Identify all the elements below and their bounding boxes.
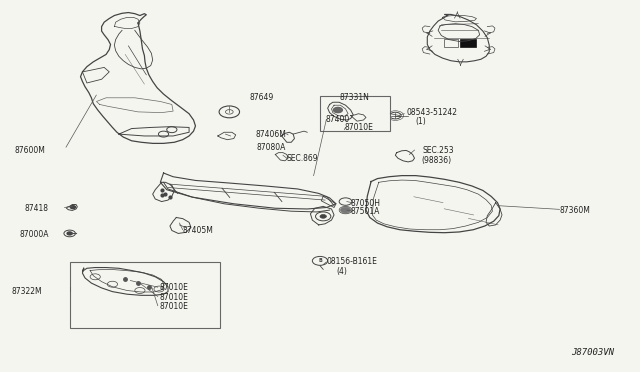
- Text: 87649: 87649: [250, 93, 274, 102]
- Text: 87010E: 87010E: [159, 283, 188, 292]
- Text: (4): (4): [336, 267, 347, 276]
- Text: (1): (1): [416, 118, 426, 126]
- Circle shape: [70, 206, 76, 209]
- Text: 87600M: 87600M: [15, 146, 45, 155]
- Bar: [444, 39, 458, 47]
- Text: 87501A: 87501A: [351, 208, 380, 217]
- Bar: [70, 262, 220, 328]
- Text: SEC.253: SEC.253: [422, 146, 454, 155]
- Text: 08543-51242: 08543-51242: [406, 108, 457, 117]
- Text: 87010E: 87010E: [344, 123, 373, 132]
- Text: 87010E: 87010E: [159, 302, 188, 311]
- Text: 87418: 87418: [24, 204, 49, 213]
- Bar: [320, 96, 390, 131]
- Text: 87405M: 87405M: [182, 226, 214, 235]
- Text: SEC.869: SEC.869: [287, 154, 319, 163]
- Text: (98836): (98836): [421, 155, 451, 164]
- Circle shape: [67, 232, 72, 235]
- Bar: [461, 39, 476, 47]
- Text: 87400: 87400: [325, 115, 349, 124]
- Circle shape: [320, 215, 326, 218]
- Text: 87360M: 87360M: [559, 206, 590, 215]
- Circle shape: [333, 108, 342, 113]
- Text: 87010E: 87010E: [159, 293, 188, 302]
- Text: 87406M: 87406M: [256, 129, 287, 139]
- Text: 87000A: 87000A: [19, 230, 49, 239]
- Text: 08156-B161E: 08156-B161E: [326, 257, 377, 266]
- Text: B: B: [318, 259, 322, 263]
- Text: J87003VN: J87003VN: [571, 348, 614, 357]
- Text: 87080A: 87080A: [256, 142, 285, 151]
- Circle shape: [340, 207, 351, 213]
- Text: 87331N: 87331N: [339, 93, 369, 102]
- Text: 87050H: 87050H: [351, 199, 381, 208]
- Text: 87322M: 87322M: [12, 287, 42, 296]
